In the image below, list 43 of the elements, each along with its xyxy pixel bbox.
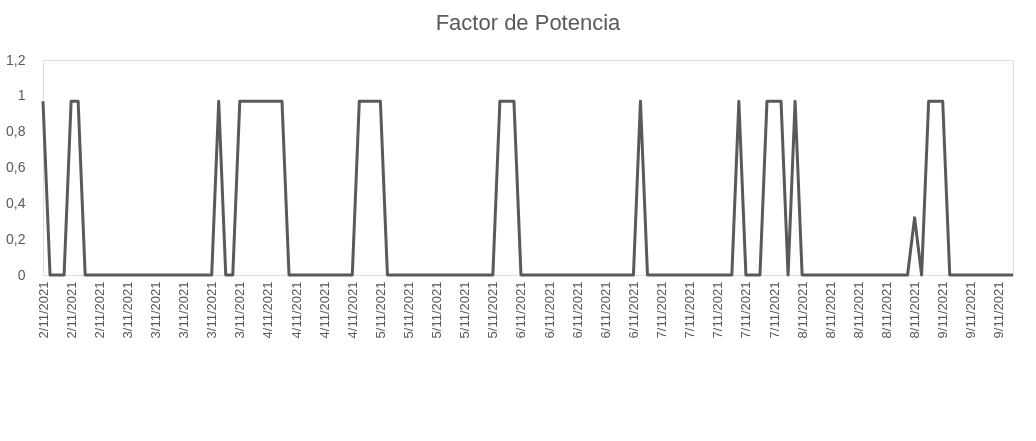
x-tick-label: 6/11/2021 [597, 281, 613, 339]
x-tick-label: 5/11/2021 [457, 281, 473, 339]
x-tick-label: 8/11/2021 [794, 281, 810, 339]
chart-title: Factor de Potencia [435, 10, 622, 35]
x-tick-label: 3/11/2021 [232, 281, 248, 339]
x-tick-label: 3/11/2021 [176, 281, 192, 339]
x-tick-label: 5/11/2021 [401, 281, 417, 339]
x-tick-label: 3/11/2021 [119, 281, 135, 339]
x-tick-label: 9/11/2021 [991, 281, 1007, 339]
x-tick-label: 7/11/2021 [738, 281, 754, 339]
x-tick-label: 7/11/2021 [654, 281, 670, 339]
x-tick-label: 4/11/2021 [260, 281, 276, 339]
x-tick-label: 9/11/2021 [935, 281, 951, 339]
x-tick-label: 8/11/2021 [822, 281, 838, 339]
y-tick-label: 1 [17, 87, 26, 104]
x-tick-label: 7/11/2021 [682, 281, 698, 339]
x-tick-label: 8/11/2021 [907, 281, 923, 339]
x-tick-label: 4/11/2021 [344, 281, 360, 339]
x-tick-label: 4/11/2021 [316, 281, 332, 339]
x-tick-label: 4/11/2021 [288, 281, 304, 339]
y-tick-label: 0,4 [6, 194, 26, 211]
x-tick-label: 6/11/2021 [541, 281, 557, 339]
y-tick-label: 0 [17, 266, 26, 283]
x-tick-label: 8/11/2021 [878, 281, 894, 339]
x-tick-label: 2/11/2021 [63, 281, 79, 339]
y-tick-label: 0,2 [6, 230, 26, 247]
x-tick-label: 9/11/2021 [963, 281, 979, 339]
x-tick-label: 3/11/2021 [147, 281, 163, 339]
x-tick-label: 7/11/2021 [766, 281, 782, 339]
x-tick-label: 2/11/2021 [91, 281, 107, 339]
x-tick-label: 6/11/2021 [513, 281, 529, 339]
x-tick-label: 2/11/2021 [35, 281, 51, 339]
y-tick-label: 1,2 [6, 51, 26, 68]
y-tick-label: 0,6 [6, 159, 26, 175]
y-tick-label: 0,8 [6, 123, 26, 140]
x-tick-label: 6/11/2021 [569, 281, 585, 339]
x-tick-label: 5/11/2021 [485, 281, 501, 339]
x-tick-label: 7/11/2021 [710, 281, 726, 339]
x-tick-label: 5/11/2021 [372, 281, 388, 339]
x-tick-label: 3/11/2021 [204, 281, 220, 339]
x-tick-label: 6/11/2021 [625, 281, 641, 339]
x-tick-label: 5/11/2021 [429, 281, 445, 339]
x-tick-label: 8/11/2021 [850, 281, 866, 339]
